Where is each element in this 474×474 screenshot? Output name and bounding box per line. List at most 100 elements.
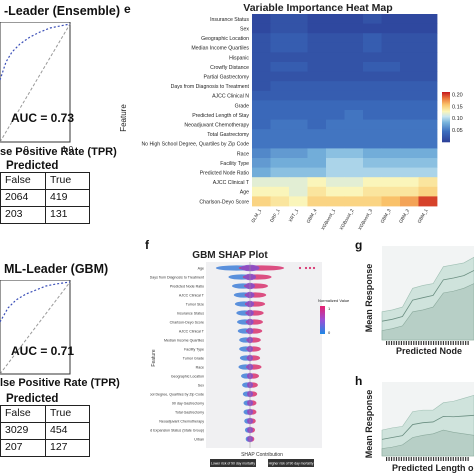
partial-dependence-g: Mean Response Predicted Node <box>364 246 474 356</box>
pd-rug-tick <box>445 457 447 461</box>
colorbar-segment <box>442 118 450 120</box>
cm1-header-true: True <box>45 172 90 190</box>
shap-feature-label: No High School Degree, Quartiles by Zip … <box>150 392 204 396</box>
heatmap-cell <box>270 23 290 34</box>
heatmap-cell <box>363 138 382 149</box>
heatmap-cell <box>252 138 271 149</box>
colorbar-segment <box>442 120 450 122</box>
heatmap-cell <box>252 52 271 63</box>
colorbar-segment <box>442 92 450 94</box>
heatmap-cell <box>307 81 327 92</box>
heatmap-cell <box>418 14 438 24</box>
heatmap-cell <box>363 62 382 72</box>
colorbar-segment <box>442 121 450 123</box>
heatmap-cell <box>363 110 382 120</box>
heatmap-cell <box>363 23 382 34</box>
colorbar-segment <box>442 116 450 118</box>
heatmap-cell <box>270 158 290 168</box>
heatmap-cell <box>326 148 345 159</box>
heatmap-cell <box>289 148 308 159</box>
heatmap-cell <box>344 167 364 178</box>
heatmap-cell <box>252 71 271 82</box>
heatmap-cell <box>307 138 327 149</box>
ensemble-auc: AUC = 0.73 <box>11 111 75 125</box>
pd-rug-tick <box>447 341 449 345</box>
colorbar-segment <box>442 134 450 136</box>
colorbar-segment <box>442 93 450 95</box>
heatmap-cell <box>307 90 327 101</box>
heatmap-cell <box>252 129 271 140</box>
shap-right-arrow-box <box>268 459 314 467</box>
heatmap-cell <box>381 138 401 149</box>
pd-rug-tick <box>395 457 398 461</box>
heatmap-cell <box>418 119 438 130</box>
heatmap-cell <box>418 90 438 101</box>
pd-rug-tick <box>425 341 427 345</box>
pd-rug-tick <box>408 457 410 461</box>
pd-rug-tick <box>386 341 388 345</box>
heatmap-cell <box>418 177 438 188</box>
pd-rug-tick <box>445 341 447 345</box>
heatmap-cell <box>326 158 345 168</box>
heatmap-row-label: Geographic Location <box>201 36 249 42</box>
heatmap-cell <box>270 14 290 24</box>
pd-rug-tick <box>432 341 435 345</box>
panel-letter-e: e <box>124 2 131 16</box>
heatmap-col-label: DRF_1 <box>269 208 281 223</box>
heatmap-cell <box>418 196 438 207</box>
gbm-roc-frame <box>0 280 71 375</box>
pd-rug-tick <box>418 341 420 345</box>
shap-ylabel: Feature <box>151 349 157 366</box>
heatmap-row-label: Hispanic <box>229 55 249 61</box>
heatmap-cell <box>289 52 308 63</box>
heatmap-cell <box>252 196 271 207</box>
shap-outlier <box>304 266 308 270</box>
colorbar-tick-label: 0.10 <box>452 116 463 122</box>
heatmap-cell <box>307 23 327 34</box>
heatmap-cell <box>270 52 290 63</box>
heatmap-cell <box>363 90 382 101</box>
heatmap-cell <box>344 138 364 149</box>
heatmap-cell <box>326 186 345 197</box>
pd-rug-tick <box>390 457 393 461</box>
heatmap-cell <box>307 110 327 120</box>
pd-rug-tick <box>450 341 452 345</box>
heatmap-cell <box>363 14 382 24</box>
heatmap-cell <box>363 100 382 111</box>
pd-rug-tick <box>465 457 467 461</box>
heatmap-row-label: Neoadjuvant Chemotherapy <box>184 123 249 129</box>
heatmap-cell <box>252 62 271 72</box>
heatmap-cell <box>252 42 271 53</box>
shap-left-arrow-box <box>210 459 256 467</box>
pd-rug-tick <box>410 457 412 461</box>
heatmap-cell <box>270 167 290 178</box>
heatmap-cell <box>381 148 401 159</box>
pd-lower-band <box>381 429 474 457</box>
heatmap-cell <box>400 167 419 178</box>
pd-rug-tick <box>452 457 454 461</box>
shap-feature-label: 90 day Gastrectomy <box>172 401 204 405</box>
heatmap-cell <box>270 186 290 197</box>
heatmap-cell <box>270 138 290 149</box>
heatmap-cell <box>307 119 327 130</box>
pd-rug-tick <box>410 341 412 345</box>
pd-rug-tick <box>415 457 417 461</box>
heatmap-cell <box>344 90 364 101</box>
panel-letter-h: h <box>355 374 363 388</box>
pd-rug-tick <box>415 341 417 345</box>
heatmap-cell <box>363 167 382 178</box>
cm2-cell: 127 <box>45 439 90 457</box>
heatmap-cell <box>344 71 364 82</box>
heatmap-row-label: Sex <box>240 27 249 33</box>
heatmap-cell <box>252 14 271 24</box>
heatmap-row-label: Partial Gastrectomy <box>203 75 249 81</box>
colorbar-segment <box>442 95 450 97</box>
heatmap-cell <box>381 62 401 72</box>
heatmap-cell <box>344 186 364 197</box>
heatmap-cell <box>418 138 438 149</box>
colorbar-segment <box>442 122 450 124</box>
colorbar-segment <box>442 106 450 108</box>
pd-rug-tick <box>405 341 407 345</box>
colorbar-segment <box>442 138 450 140</box>
heatmap-cell <box>326 177 345 188</box>
